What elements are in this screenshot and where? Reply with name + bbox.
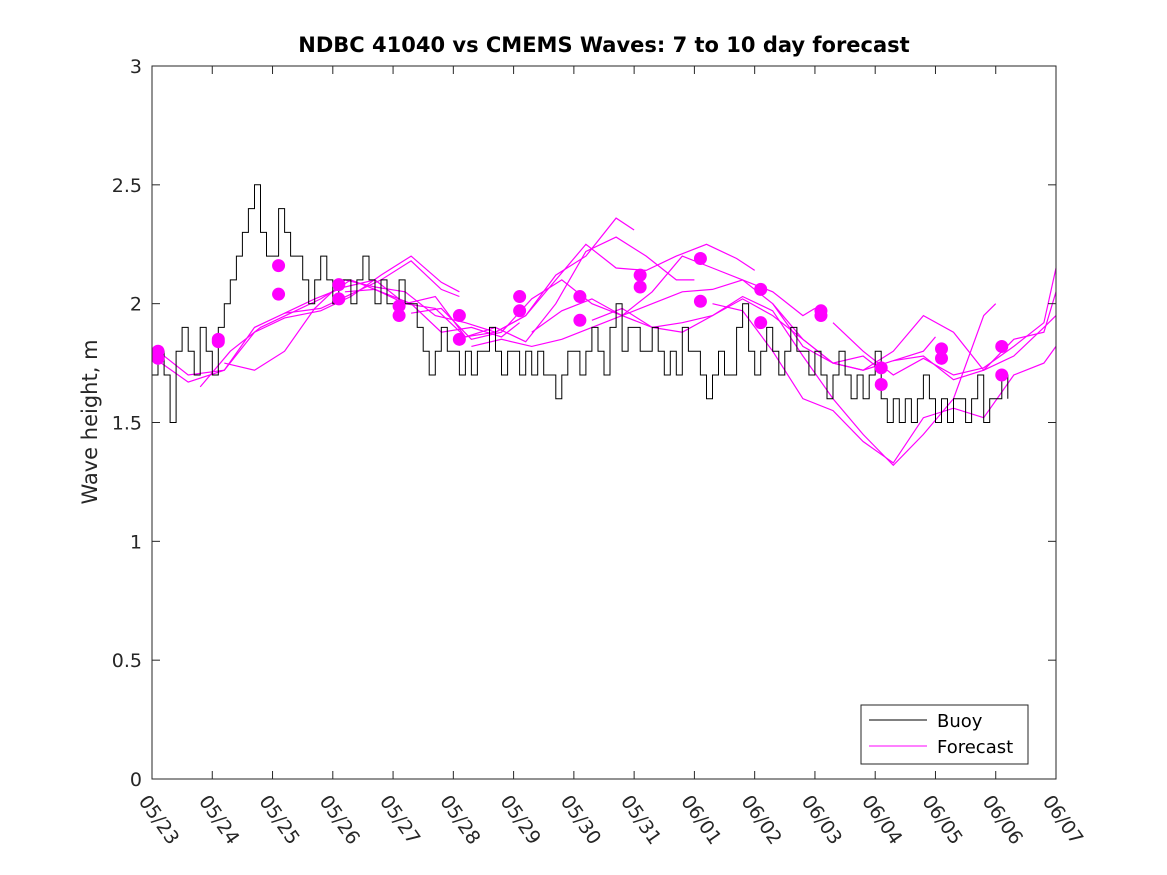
legend: Buoy Forecast [860,704,1029,765]
forecast-point [332,278,346,292]
forecast-point [151,351,165,365]
legend-buoy-label: Buoy [937,711,983,732]
legend-forecast-label: Forecast [937,737,1013,758]
forecast-point [452,309,466,323]
forecast-series-line [772,303,1057,371]
forecast-series-line [893,291,1057,381]
forecast-point [693,294,707,308]
forecast-point [452,332,466,346]
y-tick-label: 1 [130,531,142,553]
y-axis-label: Wave height, m [78,339,102,504]
forecast-point [272,259,286,273]
forecast-point [814,309,828,323]
forecast-point [874,361,888,375]
forecast-series-line [224,217,635,371]
forecast-point [633,280,647,294]
y-tick-label: 0.5 [112,650,142,672]
forecast-point [754,316,768,330]
forecast-point [392,309,406,323]
chart-title: NDBC 41040 vs CMEMS Waves: 7 to 10 day f… [298,33,909,57]
forecast-point [272,287,286,301]
forecast-point [995,339,1009,353]
y-tick-label: 1.5 [112,413,142,435]
forecast-point [392,299,406,313]
forecast-point [211,332,225,346]
y-tick-label: 2.5 [112,175,142,197]
y-axis: 0 0.5 1 1.5 2 2.5 3 [112,56,1056,791]
y-tick-label: 3 [130,56,142,78]
forecast-point [332,292,346,306]
forecast-series-line [344,243,756,338]
forecast-point [934,342,948,356]
y-tick-label: 0 [130,769,142,791]
forecast-point [513,290,527,304]
forecast-point [573,290,587,304]
forecast-series-line [591,295,997,467]
forecast-point [513,304,527,318]
forecast-point [995,368,1009,382]
forecast-point [573,313,587,327]
buoy-series-line [152,184,1009,423]
legend-box [860,704,1029,765]
forecast-point [934,351,948,365]
forecast-points [151,252,1009,391]
buoy-line [152,184,1009,423]
forecast-series-line [832,267,1057,376]
forecast-point [633,268,647,282]
forecast-series-line [471,279,876,366]
forecast-series-line [199,279,520,388]
forecast-point [693,252,707,266]
y-tick-label: 2 [130,294,142,316]
forecast-point [754,282,768,296]
forecast-point [874,377,888,391]
